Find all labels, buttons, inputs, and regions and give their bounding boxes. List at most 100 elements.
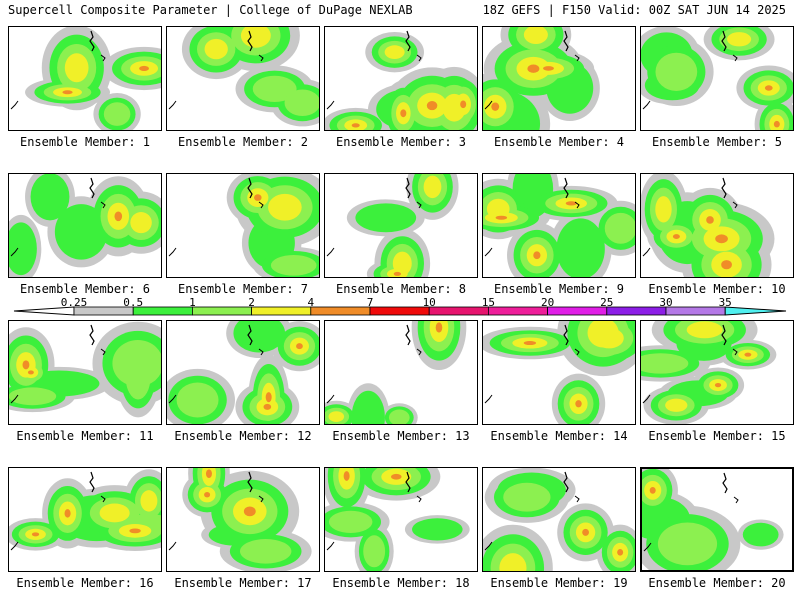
ensemble-member-label: Ensemble Member: 16 <box>16 576 154 590</box>
legend-color-swatch <box>191 306 252 316</box>
ensemble-map-panel <box>640 173 794 278</box>
scp-field-map <box>325 30 477 130</box>
coastline-outline <box>326 100 335 110</box>
scp-contour-area <box>268 193 302 221</box>
shoreline-outline <box>574 54 580 62</box>
ensemble-member-label: Ensemble Member: 6 <box>19 282 151 296</box>
ensemble-map-panel <box>8 320 162 425</box>
legend-color-swatch <box>251 306 312 316</box>
lake-michigan-outline <box>405 30 411 52</box>
ensemble-map-panel <box>166 467 320 572</box>
scp-contour-area <box>114 211 123 222</box>
ensemble-map-panel <box>324 173 478 278</box>
scp-contour-area <box>351 390 385 424</box>
scp-contour-area <box>351 123 360 128</box>
ensemble-map-panel <box>8 467 162 572</box>
scp-field-map <box>483 174 635 277</box>
page-title: Supercell Composite Parameter | College … <box>8 3 413 17</box>
scp-contour-area <box>22 360 30 370</box>
scp-contour-area <box>426 101 438 111</box>
scp-contour-area <box>499 553 527 571</box>
scp-field-map <box>325 468 470 571</box>
scp-contour-area <box>523 27 548 45</box>
scp-field-map <box>168 174 319 277</box>
scp-field-map <box>167 321 319 424</box>
legend-color-swatch <box>606 306 667 316</box>
ensemble-map-panel <box>640 320 794 425</box>
legend-color-swatch <box>310 306 371 316</box>
coastline-outline <box>484 394 493 404</box>
scp-contour-area <box>239 539 292 564</box>
ensemble-map-panel <box>482 320 636 425</box>
scp-contour-area <box>388 409 410 424</box>
lake-michigan-outline <box>247 471 253 493</box>
scp-contour-area <box>204 38 228 60</box>
scp-contour-area <box>64 509 71 518</box>
shoreline-outline <box>258 201 264 209</box>
ensemble-map-panel <box>166 320 320 425</box>
coastline-outline <box>484 541 493 551</box>
lake-michigan-outline <box>247 177 253 199</box>
shoreline-outline <box>100 495 106 503</box>
shoreline-outline <box>258 54 264 62</box>
lake-michigan-outline <box>721 30 727 52</box>
ensemble-member-label: Ensemble Member: 10 <box>648 282 786 296</box>
lake-michigan-outline <box>563 30 569 52</box>
ensemble-member-label: Ensemble Member: 14 <box>490 429 628 443</box>
coastline-outline <box>10 541 19 551</box>
legend-tick-label: 7 <box>367 298 374 309</box>
ensemble-member-label: Ensemble Member: 19 <box>490 576 628 590</box>
scp-contour-area <box>296 343 303 350</box>
shoreline-outline <box>416 201 422 209</box>
ensemble-member-label: Ensemble Member: 7 <box>177 282 309 296</box>
scp-contour-area <box>495 215 508 220</box>
lake-michigan-outline <box>89 30 95 52</box>
scp-contour-area <box>176 382 219 418</box>
legend-tick-label: 10 <box>423 298 436 309</box>
scp-contour-area <box>491 102 500 111</box>
run-info: 18Z GEFS | F150 Valid: 00Z SAT JUN 14 20… <box>482 3 786 17</box>
scp-contour-area <box>714 382 722 388</box>
ensemble-map-panel <box>324 467 478 572</box>
lake-michigan-outline <box>563 324 569 346</box>
coastline-outline <box>168 394 177 404</box>
scp-contour-area <box>328 411 345 422</box>
coastline-outline <box>642 394 651 404</box>
lake-michigan-outline <box>721 177 727 199</box>
ensemble-member-label: Ensemble Member: 17 <box>174 576 312 590</box>
lake-michigan-outline <box>563 177 569 199</box>
ensemble-map-panel <box>640 467 794 572</box>
scp-contour-area <box>672 234 680 239</box>
legend-color-swatch <box>665 306 726 316</box>
scp-field-map <box>326 174 459 277</box>
lake-michigan-outline <box>247 30 253 52</box>
scp-field-map <box>168 468 312 571</box>
scp-contour-area <box>284 89 319 116</box>
ensemble-member-label: Ensemble Member: 1 <box>19 135 151 149</box>
scp-contour-area <box>742 522 779 547</box>
scp-contour-area <box>744 352 752 357</box>
ensemble-map-panel <box>166 173 320 278</box>
ensemble-member-label: Ensemble Member: 20 <box>648 576 786 590</box>
ensemble-map-panel <box>482 467 636 572</box>
scp-field-map <box>9 321 161 418</box>
shoreline-outline <box>416 348 422 356</box>
ensemble-member-label: Ensemble Member: 5 <box>651 135 783 149</box>
scp-contour-area <box>9 387 57 406</box>
coastline-outline <box>326 247 335 257</box>
scp-contour-area <box>594 327 624 349</box>
legend-tick-label: 35 <box>719 298 732 309</box>
legend-tick-label: 25 <box>600 298 613 309</box>
scp-contour-area <box>384 45 405 60</box>
ensemble-member-label: Ensemble Member: 8 <box>335 282 467 296</box>
ensemble-map-panel <box>166 26 320 131</box>
scp-contour-area <box>649 487 656 494</box>
scp-contour-area <box>139 65 149 72</box>
scp-contour-area <box>9 222 37 276</box>
scp-contour-area <box>727 32 752 47</box>
legend-tick-label: 30 <box>659 298 672 309</box>
ensemble-member-label: Ensemble Member: 13 <box>332 429 470 443</box>
legend-tick-label: 2 <box>248 298 255 309</box>
coastline-outline <box>326 541 335 551</box>
ensemble-member-label: Ensemble Member: 15 <box>648 429 786 443</box>
